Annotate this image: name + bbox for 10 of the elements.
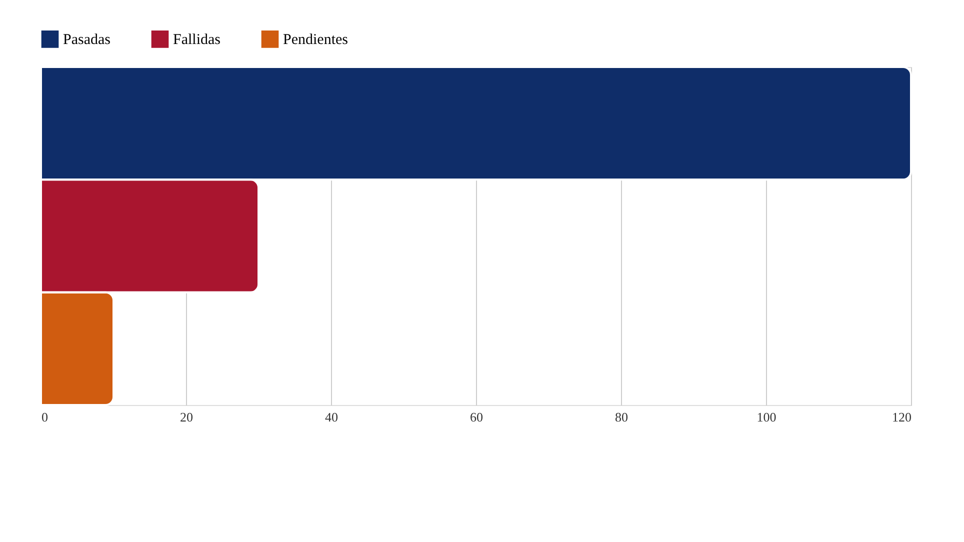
- x-tick-label: 20: [180, 410, 193, 424]
- legend-label: Pendientes: [283, 32, 348, 48]
- x-tick-label: 120: [892, 410, 912, 424]
- legend-label: Pasadas: [63, 32, 111, 48]
- x-tick-label: 80: [615, 410, 628, 424]
- x-tick-label: 40: [325, 410, 338, 424]
- legend-label: Fallidas: [173, 32, 221, 48]
- x-tick-label: 100: [756, 410, 776, 424]
- x-tick-label: 60: [470, 410, 483, 424]
- x-tick-label: 0: [42, 410, 48, 424]
